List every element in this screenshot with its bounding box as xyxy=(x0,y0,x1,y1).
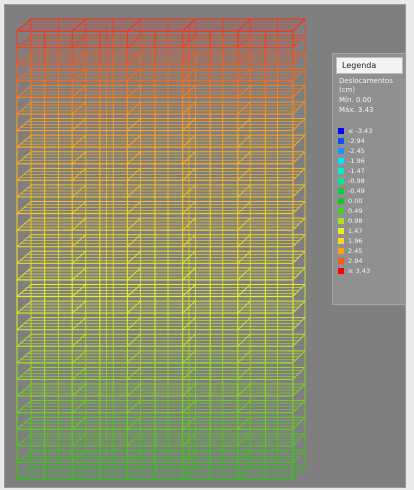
structure-model xyxy=(16,18,306,480)
legend-entries: ≤ -3.43 -2.94 -2.45 -1.96 -1.47 -0.98 -0… xyxy=(338,127,400,277)
legend-entry: 2.45 xyxy=(338,247,400,257)
color-swatch xyxy=(338,158,344,164)
legend-entry-label: 0.98 xyxy=(348,217,363,225)
color-swatch xyxy=(338,128,344,134)
legend-entry-label: 0.00 xyxy=(348,197,363,205)
legend-entry: 0.49 xyxy=(338,207,400,217)
roof-edge xyxy=(292,18,306,32)
color-swatch xyxy=(338,188,344,194)
model-viewport[interactable]: Legenda Deslocamentos (cm) Mín. 0.00 Máx… xyxy=(4,4,406,488)
color-swatch xyxy=(338,198,344,204)
legend-entry: ≤ -3.43 xyxy=(338,127,400,137)
legend-entry-label: ≥ 3.43 xyxy=(348,267,370,275)
roof-edge xyxy=(16,18,32,32)
color-swatch xyxy=(338,178,344,184)
color-swatch xyxy=(338,138,344,144)
legend-entry-label: 1.96 xyxy=(348,237,363,245)
legend-min: Mín. 0.00 xyxy=(339,96,372,104)
color-swatch xyxy=(338,248,344,254)
legend-entry-label: ≤ -3.43 xyxy=(348,127,373,135)
legend-entry-label: -0.98 xyxy=(348,177,365,185)
legend-entry: -1.96 xyxy=(338,157,400,167)
legend-entry-label: 2.94 xyxy=(348,257,363,265)
legend-entry-label: -1.96 xyxy=(348,157,365,165)
legend-entry-label: -2.94 xyxy=(348,137,365,145)
legend-entry: 2.94 xyxy=(338,257,400,267)
legend-entry: -1.47 xyxy=(338,167,400,177)
color-swatch xyxy=(338,208,344,214)
legend-entry: -0.49 xyxy=(338,187,400,197)
color-swatch xyxy=(338,148,344,154)
legend-entry: 0.00 xyxy=(338,197,400,207)
legend-entry: -2.45 xyxy=(338,147,400,157)
color-swatch xyxy=(338,268,344,274)
legend-entry-label: 2.45 xyxy=(348,247,363,255)
legend-entry-label: 0.49 xyxy=(348,207,363,215)
legend-entry: 1.47 xyxy=(338,227,400,237)
legend-panel: Legenda Deslocamentos (cm) Mín. 0.00 Máx… xyxy=(332,53,405,305)
legend-entry-label: -2.45 xyxy=(348,147,365,155)
color-swatch xyxy=(338,168,344,174)
legend-heading: Deslocamentos xyxy=(339,77,393,85)
legend-entry: -0.98 xyxy=(338,177,400,187)
legend-entry: 1.96 xyxy=(338,237,400,247)
legend-max: Máx. 3.43 xyxy=(339,106,374,114)
color-swatch xyxy=(338,228,344,234)
color-swatch xyxy=(338,238,344,244)
legend-entry-label: -0.49 xyxy=(348,187,365,195)
legend-unit: (cm) xyxy=(339,86,356,94)
legend-entry: 0.98 xyxy=(338,217,400,227)
legend-entry-label: -1.47 xyxy=(348,167,365,175)
color-swatch xyxy=(338,258,344,264)
legend-entry: -2.94 xyxy=(338,137,400,147)
legend-entry-label: 1.47 xyxy=(348,227,363,235)
legend-entry: ≥ 3.43 xyxy=(338,267,400,277)
color-swatch xyxy=(338,218,344,224)
legend-title: Legenda xyxy=(336,57,403,74)
